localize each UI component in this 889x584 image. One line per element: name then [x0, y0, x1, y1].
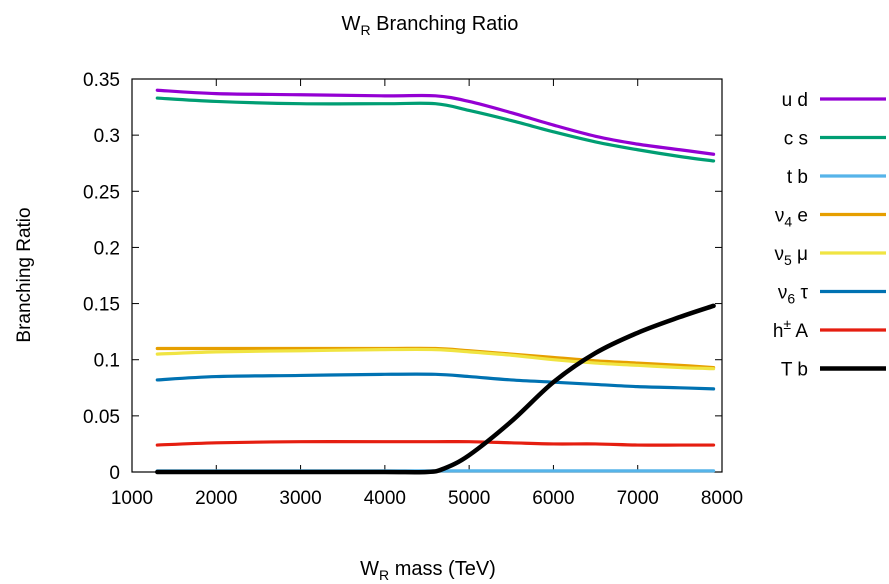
- chart-title-main: W: [342, 13, 361, 35]
- legend-label-part: ν: [774, 244, 784, 265]
- legend-label-part: A: [791, 321, 808, 342]
- axes: 1000 2000 3000 4000 5000 6000 7000 8000 0 0.05 0.1…: [83, 70, 743, 509]
- legend-label: ν5 μ: [774, 244, 808, 268]
- series-line-u-d: [155, 88, 716, 156]
- y-tick-label: 0.1: [94, 351, 120, 372]
- legend-label: ν6 τ: [778, 283, 809, 307]
- x-tick-label: 7000: [617, 488, 659, 509]
- x-axis-label: WR mass (TeV): [360, 558, 496, 583]
- legend-label-part: τ: [795, 283, 808, 304]
- legend-label-part: e: [792, 206, 808, 227]
- x-tick-label: 1000: [111, 488, 153, 509]
- y-axis-label: Branching Ratio: [14, 207, 35, 342]
- legend: u dc st bν4 eν5 μν6 τh± AT b: [773, 90, 886, 381]
- x-tick-label: 2000: [195, 488, 237, 509]
- legend-label-part: 5: [784, 252, 792, 268]
- legend-label-part: 4: [784, 214, 792, 230]
- y-tick-label: 0.05: [83, 407, 120, 428]
- plot-frame: [131, 78, 723, 473]
- y-tick-label: 0.2: [94, 238, 120, 259]
- x-axis-label-sub: R: [379, 567, 389, 583]
- y-tick-label: 0.15: [83, 295, 120, 316]
- legend-label-part: ν: [778, 283, 788, 304]
- series-line-h-a: [155, 440, 716, 447]
- x-axis-label-main: W: [360, 558, 379, 580]
- series-line-t-b: [155, 303, 716, 475]
- y-tick-label: 0.3: [94, 126, 120, 147]
- legend-label-part: μ: [792, 244, 808, 265]
- legend-label-part: h: [773, 321, 784, 342]
- legend-label-part: c s: [784, 129, 808, 150]
- x-tick-label: 8000: [701, 488, 743, 509]
- series-line-5: [155, 347, 716, 371]
- legend-label-part: ±: [783, 316, 791, 332]
- legend-label-part: ν: [775, 206, 785, 227]
- y-tick-label: 0: [109, 463, 120, 484]
- legend-label-part: u d: [782, 90, 808, 111]
- chart-title: WR Branching Ratio: [342, 13, 519, 38]
- y-tick-label: 0.25: [83, 182, 120, 203]
- series-line-c-s: [155, 96, 716, 163]
- series-line-6: [155, 372, 716, 391]
- legend-label: h± A: [773, 316, 808, 342]
- y-tick-label: 0.35: [83, 70, 120, 91]
- legend-label-part: t b: [787, 167, 808, 188]
- x-axis-label-rest: mass (TeV): [389, 558, 496, 580]
- legend-label: u d: [782, 90, 808, 111]
- series-lines: [155, 88, 716, 475]
- legend-label: ν4 e: [775, 206, 808, 230]
- legend-label: c s: [784, 129, 808, 150]
- x-tick-label: 3000: [279, 488, 321, 509]
- legend-label: t b: [787, 167, 808, 188]
- chart-title-sub: R: [360, 22, 370, 38]
- legend-label-part: 6: [787, 291, 795, 307]
- legend-label-part: T b: [781, 360, 808, 381]
- legend-label: T b: [781, 360, 808, 381]
- x-tick-label: 5000: [448, 488, 490, 509]
- chart-title-rest: Branching Ratio: [371, 13, 519, 35]
- x-tick-label: 6000: [532, 488, 574, 509]
- x-tick-label: 4000: [364, 488, 406, 509]
